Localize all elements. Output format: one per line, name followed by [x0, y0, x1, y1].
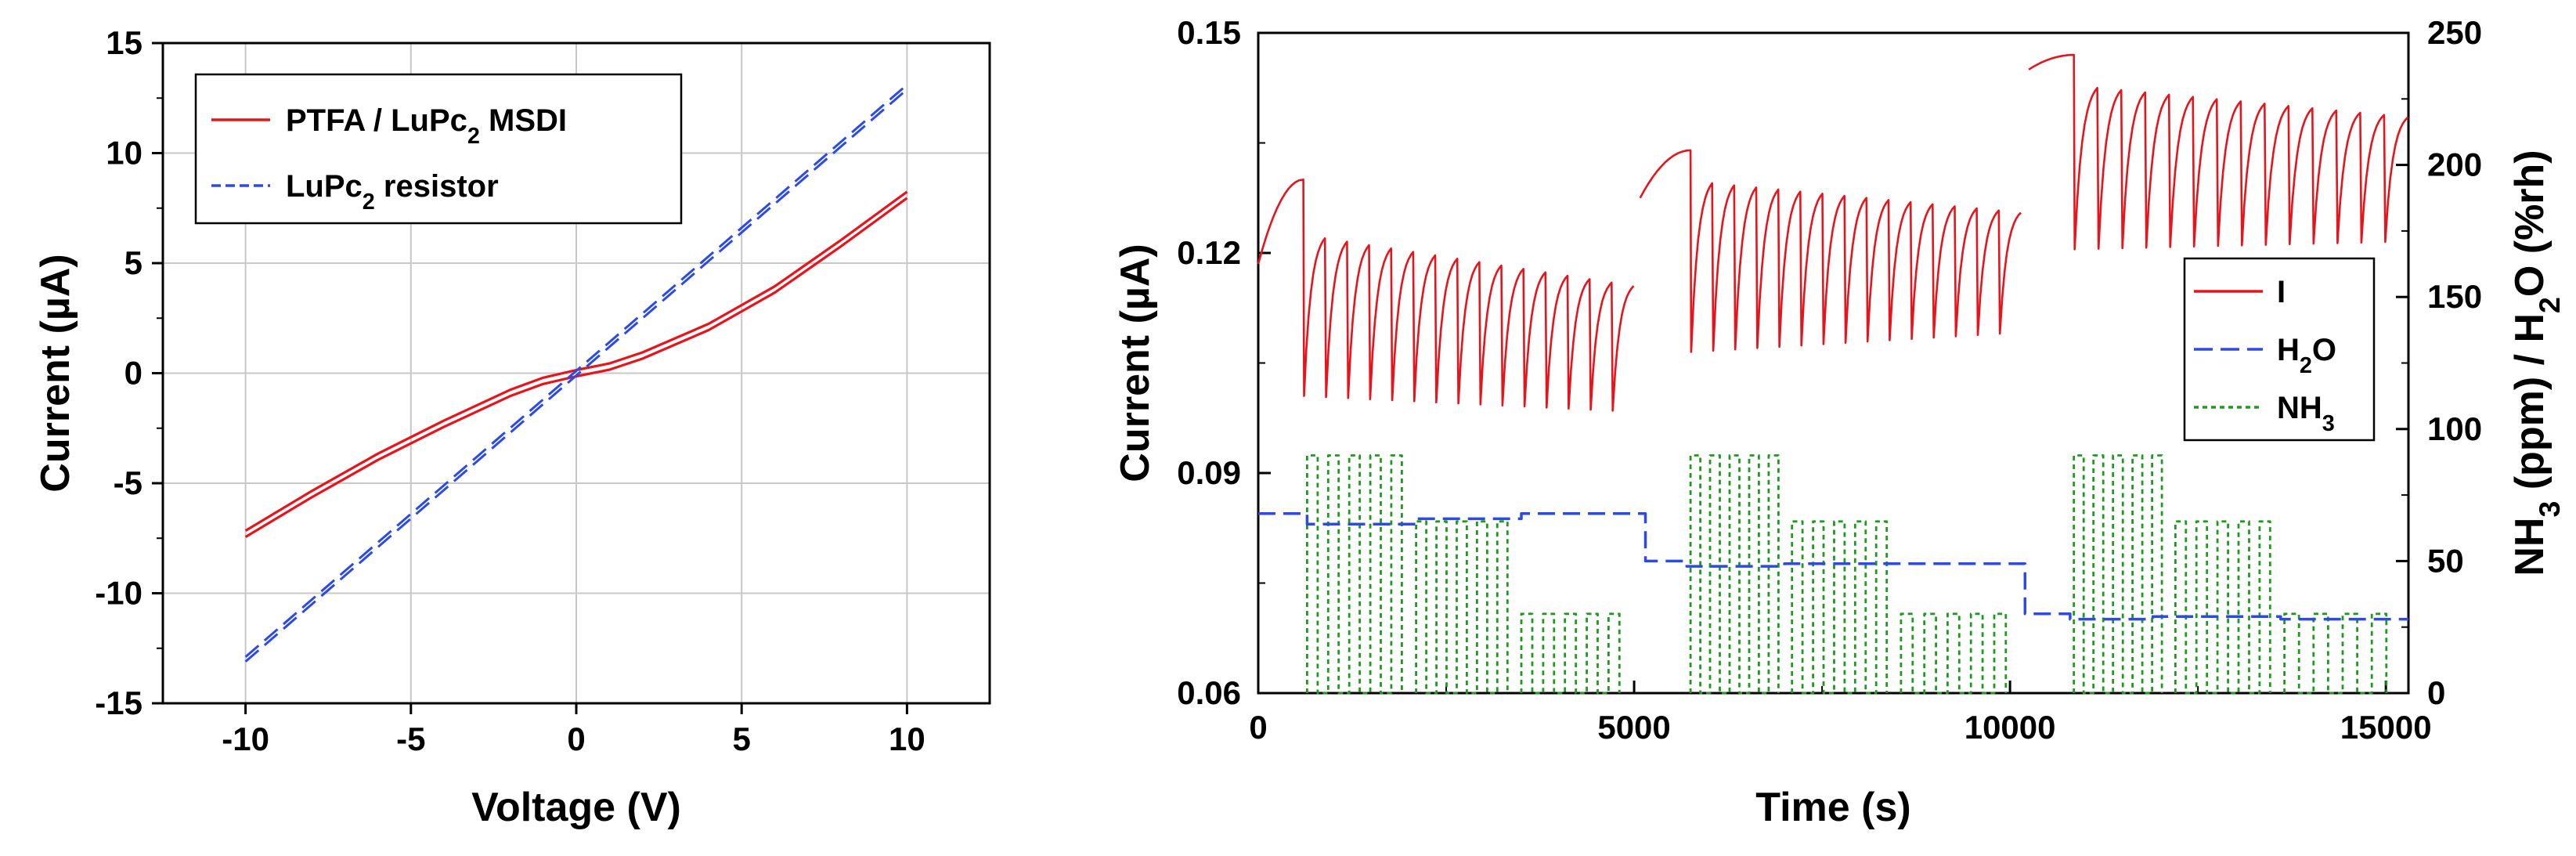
legend-box	[194, 73, 683, 225]
legend-label-0-part: I	[2277, 275, 2286, 309]
y-right-axis-title-part: (ppm) / H	[2507, 313, 2553, 501]
y-right-tick-label: 50	[2427, 542, 2464, 579]
legend-label-0-part: 2	[467, 124, 480, 149]
current-trace-phase-1	[1639, 149, 2022, 353]
y-tick-label: -5	[114, 464, 143, 501]
x-tick-label: -10	[222, 721, 269, 757]
y-tick-label: 0.15	[1177, 14, 1241, 51]
legend-label-1: H2O	[2277, 333, 2336, 378]
nh3-pulse-block-0	[1306, 454, 1403, 695]
y-right-tick-label: 150	[2427, 278, 2482, 315]
legend-label-0-part: MSDI	[480, 103, 567, 138]
nh3-pulse-block-1	[1415, 520, 1509, 695]
current-trace-phase-2	[2028, 53, 2409, 251]
legend-label-1-part: 2	[2300, 353, 2312, 378]
legend-label-1-part: LuPc	[286, 169, 363, 204]
y-right-axis-title-part: NH	[2507, 518, 2553, 576]
y-axis-title: Current (µA)	[33, 254, 78, 492]
iv-chart: -10 -5 0 5 10 -15 -10 -5 0 5 10 15 Voltage (V) Curren…	[33, 24, 991, 830]
legend-label-1: LuPc2 resistor	[286, 169, 499, 215]
y-tick-label: 0	[124, 355, 143, 392]
y-right-tick-label: 200	[2427, 146, 2482, 183]
y-right-axis-title-part: O (%rh)	[2507, 150, 2553, 297]
y-right-axis-title-part: 2	[2533, 297, 2566, 313]
x-tick-label: -5	[396, 721, 425, 757]
x-tick-label: 0	[567, 721, 585, 757]
series-line-resistor-reverse	[244, 88, 908, 663]
x-tick-label: 10	[889, 721, 925, 757]
nh3-pulse-block-2	[1520, 612, 1621, 695]
y-tick-label: 15	[106, 24, 143, 61]
legend-label-0-part: PTFA / LuPc	[286, 103, 467, 138]
series-line-resistor-forward	[244, 84, 908, 658]
y-right-axis-title-part: 3	[2533, 501, 2566, 518]
y-right-tick-label: 250	[2427, 14, 2482, 51]
legend-label-2-part: NH	[2277, 391, 2322, 425]
y-right-tick-label: 100	[2427, 410, 2482, 447]
x-tick-label: 5	[733, 721, 751, 757]
x-tick-label: 10000	[1964, 709, 2056, 746]
x-tick-label: 0	[1249, 709, 1267, 746]
x-tick-label: 5000	[1597, 709, 1670, 746]
nh3-pulse-block-4	[1791, 520, 1889, 695]
legend-label-0: I	[2277, 275, 2286, 309]
y-right-tick-label: 0	[2427, 674, 2445, 711]
nh3-pulse-block-5	[1900, 612, 2008, 695]
y-tick-label: -15	[95, 684, 143, 721]
y-tick-label: 10	[106, 135, 143, 172]
h2o-humidity-line	[1258, 511, 2408, 621]
legend-label-1-part: O	[2312, 333, 2336, 367]
nh3-pulse-block-8	[2283, 612, 2388, 695]
legend-label-2-part: 3	[2322, 411, 2335, 436]
legend-box	[2183, 257, 2376, 442]
current-trace-phase-0	[1257, 179, 1635, 412]
nh3-pulse-block-3	[1689, 454, 1780, 695]
y-tick-label: 0.12	[1177, 234, 1241, 271]
y-tick-label: -10	[95, 575, 143, 612]
y-axis-title: Current (µA)	[1113, 244, 1158, 482]
nh3-pulse-block-6	[2073, 454, 2163, 695]
y-tick-label: 5	[124, 244, 143, 281]
y-tick-label: 0.06	[1177, 674, 1241, 711]
sensing-chart: 0 5000 10000 15000 0.06 0.09 0.12 0.15 0 50 100 150…	[1113, 14, 2566, 830]
legend-label-0: PTFA / LuPc2 MSDI	[286, 103, 567, 149]
y-tick-label: 0.09	[1177, 454, 1241, 491]
legend-label-1-part: 2	[363, 190, 375, 215]
nh3-pulse-block-7	[2174, 520, 2271, 695]
legend-label-1-part: H	[2277, 333, 2300, 367]
x-axis-title: Voltage (V)	[471, 785, 681, 830]
y-right-axis-title: NH3 (ppm) / H2O (%rh)	[2507, 150, 2566, 576]
x-axis-title: Time (s)	[1755, 785, 1910, 830]
x-tick-label: 15000	[2340, 709, 2432, 746]
legend-label-1-part: resistor	[375, 169, 499, 204]
legend-label-2: NH3	[2277, 391, 2335, 436]
